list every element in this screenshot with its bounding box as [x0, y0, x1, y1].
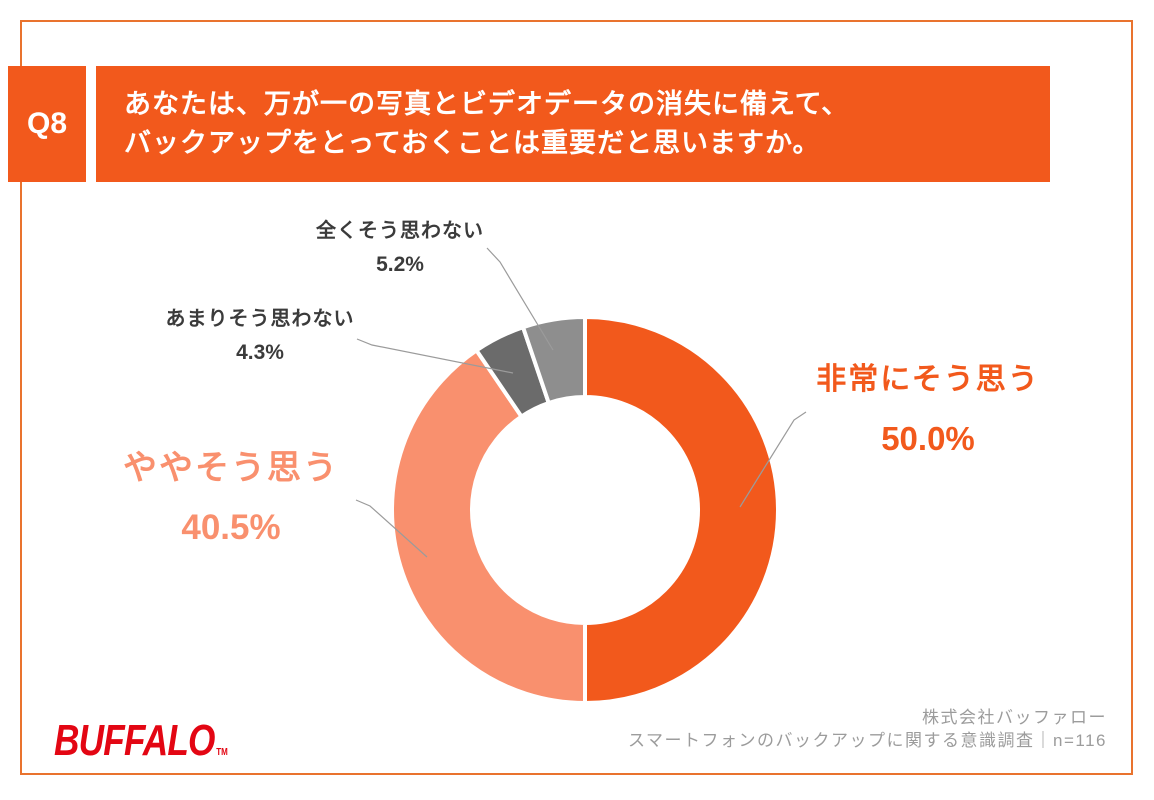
callout-not-much-value: 4.3%: [236, 341, 284, 364]
donut-chart: [390, 314, 780, 706]
callout-somewhat-agree: ややそう思う 40.5%: [123, 446, 339, 546]
donut-segment-0: [583, 314, 780, 706]
callout-very-agree: 非常にそう思う 50.0%: [816, 362, 1039, 456]
footer-survey-note: スマートフォンのバックアップに関する意識調査｜n=116: [628, 731, 1107, 750]
callout-not-much-label: あまりそう思わない: [165, 308, 355, 330]
question-line1: あなたは、万が一の写真とビデオデータの消失に備えて、: [124, 89, 850, 119]
callout-not-at-all: 全くそう思わない 5.2%: [316, 218, 484, 277]
footer-note: 株式会社バッファロー スマートフォンのバックアップに関する意識調査｜n=116: [628, 706, 1107, 752]
callout-not-at-all-value: 5.2%: [376, 253, 424, 276]
callout-somewhat-agree-value: 40.5%: [181, 508, 281, 547]
question-line2: バックアップをとっておくことは重要だと思いますか。: [124, 128, 821, 158]
question-tag: Q8: [8, 66, 86, 182]
callout-very-agree-label: 非常にそう思う: [816, 363, 1040, 396]
callout-somewhat-agree-label: ややそう思う: [123, 449, 339, 487]
border-frame: [20, 20, 1133, 775]
question-bar: あなたは、万が一の写真とビデオデータの消失に備えて、 バックアップをとっておくこ…: [96, 66, 1050, 182]
question-tag-label: Q8: [26, 107, 68, 140]
callout-very-agree-value: 50.0%: [881, 420, 975, 457]
donut-segment-1: [390, 347, 587, 706]
buffalo-logo-text: BUFFALO TM: [54, 716, 228, 765]
trademark-symbol: TM: [216, 747, 228, 758]
callout-not-at-all-label: 全くそう思わない: [316, 220, 484, 242]
callout-not-much: あまりそう思わない 4.3%: [166, 306, 355, 365]
buffalo-logo: BUFFALO TM: [54, 716, 271, 766]
footer-company: 株式会社バッファロー: [922, 708, 1107, 727]
